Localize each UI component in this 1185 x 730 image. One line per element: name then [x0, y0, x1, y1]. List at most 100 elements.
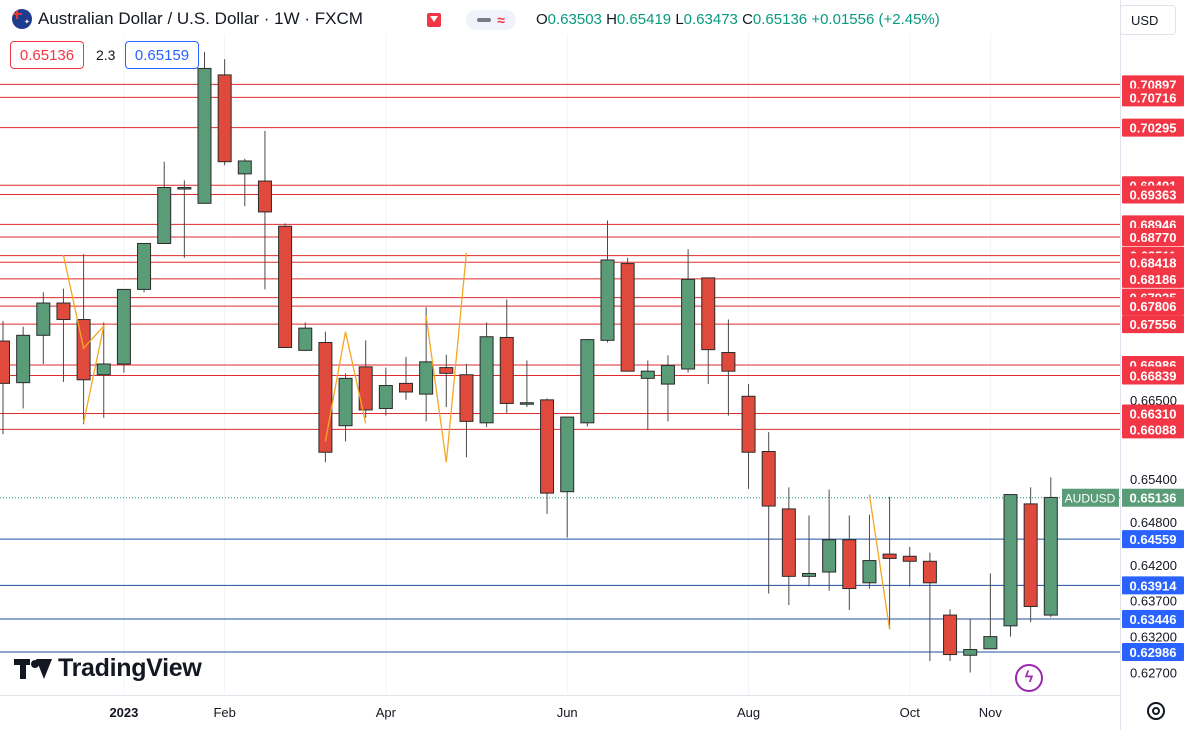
lightning-icon[interactable]: ϟ	[1015, 664, 1043, 692]
tradingview-logo[interactable]: TradingView	[14, 654, 202, 683]
x-tick-label: Nov	[979, 705, 1003, 720]
x-tick-label: Apr	[376, 705, 397, 720]
candle-down	[842, 539, 857, 590]
resistance-badge	[1122, 315, 1184, 334]
candle-up	[137, 242, 152, 290]
candle-up	[116, 288, 131, 365]
candle-down	[943, 614, 958, 656]
candle-down	[439, 367, 454, 374]
open-value: 0.63503	[547, 11, 602, 28]
candle-down	[540, 399, 555, 494]
chart-header: ✦ Australian Dollar / U.S. Dollar · 1W ·…	[0, 0, 1120, 40]
resistance-badge-label: 0.67806	[1130, 299, 1177, 314]
buy-button[interactable]: 0.65159	[125, 41, 199, 69]
candle-up	[1043, 496, 1058, 616]
resistance-badge	[1122, 404, 1184, 423]
y-tick-label: 0.66500	[1130, 393, 1177, 408]
candle-up	[640, 370, 655, 379]
candle-up	[157, 187, 172, 244]
tradingview-mark-icon	[14, 657, 52, 681]
resistance-badge	[1122, 366, 1184, 385]
resistance-badge-label: 0.68770	[1130, 230, 1177, 245]
candle-down	[761, 451, 776, 507]
spread-value: 2.3	[96, 47, 116, 63]
resistance-badge	[1122, 88, 1184, 107]
symbol-badge	[1062, 488, 1119, 507]
resistance-badge-label: 0.66839	[1130, 369, 1177, 384]
logo-text: TradingView	[58, 654, 202, 682]
support-badge-label: 0.63914	[1130, 578, 1178, 593]
sell-button[interactable]: 0.65136	[10, 41, 84, 69]
x-tick-label: Oct	[900, 705, 921, 720]
currency-selector[interactable]: USD	[1120, 5, 1176, 35]
candle-up	[580, 339, 595, 424]
candle-up	[983, 636, 998, 650]
candle-down	[620, 263, 635, 372]
open-key: O	[536, 11, 548, 28]
indicator-pill[interactable]: ≈	[466, 10, 516, 30]
candle-down	[399, 382, 413, 393]
candle-up	[16, 334, 31, 384]
trend-drawing	[425, 252, 468, 463]
candle-up	[560, 416, 575, 493]
resistance-badge-label: 0.68186	[1130, 272, 1177, 287]
candle-down	[741, 395, 756, 453]
resistance-badge	[1122, 118, 1184, 137]
candle-down	[318, 341, 333, 453]
ohlc-readout: O0.63503 H0.65419 L0.63473 C0.65136 +0.0…	[536, 11, 940, 28]
candle-up	[963, 649, 978, 656]
candle-down	[358, 366, 373, 411]
close-value: 0.65136	[752, 11, 808, 28]
support-badge	[1122, 642, 1184, 661]
resistance-badge	[1122, 253, 1184, 272]
y-tick-label: 0.62700	[1130, 665, 1177, 680]
candle-down	[701, 277, 716, 351]
candle-up	[802, 572, 816, 577]
resistance-badge-label: 0.66088	[1130, 422, 1177, 437]
candle-down	[56, 302, 71, 321]
y-tick-label: 0.63700	[1130, 594, 1177, 609]
high-value: 0.65419	[616, 11, 672, 28]
candle-up	[177, 187, 192, 190]
resistance-badge-label: 0.70716	[1130, 90, 1177, 105]
candle-up	[237, 160, 252, 175]
candle-up	[197, 67, 212, 204]
support-badge-label: 0.62986	[1130, 645, 1177, 660]
resistance-badge	[1122, 228, 1184, 247]
down-triangle-icon[interactable]	[427, 13, 441, 27]
x-tick-label: Jun	[557, 705, 578, 720]
low-value: 0.63473	[683, 11, 738, 28]
support-badge	[1122, 609, 1184, 628]
au-us-flag-icon: ✦	[12, 9, 32, 29]
candle-up	[36, 302, 51, 336]
resistance-badge-label: 0.67556	[1130, 317, 1177, 332]
change-value: +0.01556 (+2.45%)	[811, 11, 940, 28]
trend-drawing	[868, 494, 891, 630]
symbol-title[interactable]: Australian Dollar / U.S. Dollar · 1W · F…	[38, 9, 363, 28]
candle-up	[298, 327, 313, 351]
y-tick-label: 0.64800	[1130, 515, 1177, 530]
candle-down	[922, 560, 937, 584]
resistance-badge-label: 0.66310	[1130, 407, 1177, 422]
time-axis-border	[0, 695, 1120, 696]
support-badge-label: 0.64559	[1130, 532, 1177, 547]
minus-icon	[477, 18, 492, 22]
x-tick-label: 2023	[109, 705, 138, 720]
candle-up	[479, 336, 494, 424]
candle-up	[660, 364, 675, 385]
high-key: H	[606, 11, 617, 28]
candle-up	[338, 377, 353, 427]
candle-up	[822, 539, 837, 573]
last-price-badge	[1122, 488, 1184, 507]
resistance-badge-label: 0.70295	[1130, 121, 1177, 136]
trend-drawing	[62, 254, 105, 423]
candle-down	[0, 340, 10, 384]
resistance-badge	[1122, 297, 1184, 316]
support-badge	[1122, 530, 1184, 549]
candle-up	[419, 361, 434, 395]
candle-down	[499, 336, 514, 404]
gear-icon[interactable]	[1147, 702, 1165, 720]
candle-up	[96, 363, 111, 376]
